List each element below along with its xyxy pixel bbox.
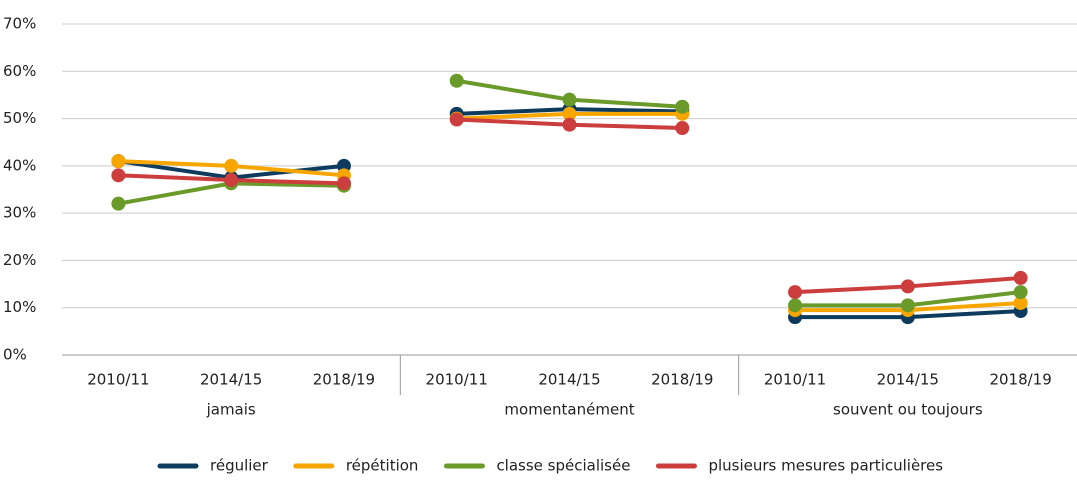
y-tick-label: 70% <box>3 15 36 33</box>
data-point <box>111 168 126 183</box>
data-point <box>111 196 126 211</box>
x-tick-label: 2018/19 <box>989 371 1051 389</box>
data-point <box>336 176 351 191</box>
group-label: momentanément <box>504 401 634 419</box>
data-point <box>788 298 803 313</box>
data-point <box>675 99 690 114</box>
data-point <box>788 285 803 300</box>
data-point <box>224 173 239 188</box>
y-tick-label: 50% <box>3 109 36 127</box>
legend-label: plusieurs mesures particulières <box>708 457 943 475</box>
data-point <box>562 92 577 107</box>
x-tick-label: 2010/11 <box>426 371 488 389</box>
x-tick-label: 2018/19 <box>313 371 375 389</box>
y-tick-label: 30% <box>3 204 36 222</box>
x-tick-label: 2014/15 <box>538 371 600 389</box>
y-tick-label: 40% <box>3 156 36 174</box>
data-point <box>562 106 577 121</box>
data-point <box>449 112 464 127</box>
data-point <box>675 121 690 136</box>
legend-label: classe spécialisée <box>496 457 630 475</box>
data-point <box>900 298 915 313</box>
y-tick-label: 20% <box>3 251 36 269</box>
data-point <box>449 73 464 88</box>
legend-label: régulier <box>210 457 269 475</box>
x-tick-label: 2010/11 <box>764 371 826 389</box>
data-point <box>562 117 577 132</box>
data-point <box>1013 285 1028 300</box>
data-point <box>1013 295 1028 310</box>
data-point <box>900 279 915 294</box>
x-tick-label: 2014/15 <box>200 371 262 389</box>
group-label: jamais <box>206 401 256 419</box>
data-point <box>1013 270 1028 285</box>
y-tick-label: 0% <box>3 346 27 364</box>
x-tick-label: 2010/11 <box>87 371 149 389</box>
data-point <box>111 154 126 169</box>
data-point <box>224 158 239 173</box>
x-tick-label: 2014/15 <box>877 371 939 389</box>
y-tick-label: 10% <box>3 298 36 316</box>
group-label: souvent ou toujours <box>833 401 983 419</box>
y-tick-label: 60% <box>3 62 36 80</box>
x-tick-label: 2018/19 <box>651 371 713 389</box>
legend-label: répétition <box>346 457 419 475</box>
